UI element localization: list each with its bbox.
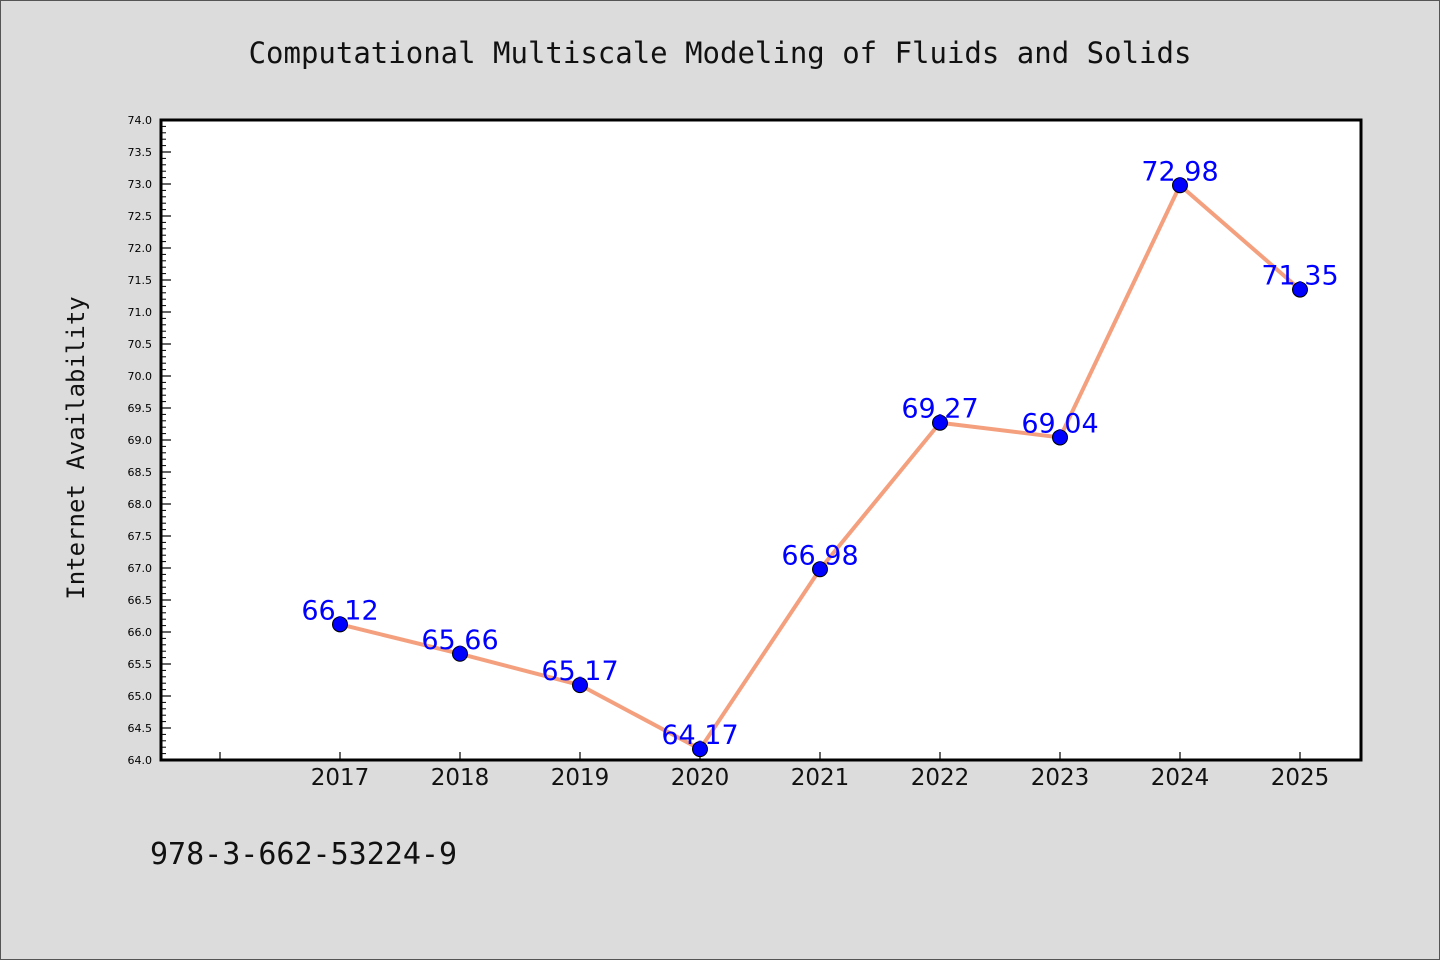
y-tick-label: 67.5 <box>128 530 153 543</box>
x-tick-label: 2020 <box>671 765 730 791</box>
footer-isbn: 978-3-662-53224-9 <box>150 837 457 872</box>
chart-title: Computational Multiscale Modeling of Flu… <box>249 36 1192 70</box>
y-tick-label: 74.0 <box>128 114 153 127</box>
data-label: 66.98 <box>781 540 858 571</box>
series-layer: 66.12 65.66 65.17 64.17 66.98 69.27 69.04 72.98… <box>301 156 1339 758</box>
y-tick-label: 65.5 <box>128 658 153 671</box>
y-tick-label: 66.0 <box>128 626 153 639</box>
data-label: 64.17 <box>661 720 738 751</box>
y-tick-label: 69.0 <box>128 434 153 447</box>
plot-area <box>159 118 1363 762</box>
x-tick-label: 2023 <box>1031 765 1090 791</box>
x-axis: 2017 2018 2019 2020 2021 2022 2023 2024 2025 <box>219 752 1330 791</box>
y-axis: 64.0 64.5 65.0 65.5 66.0 66.5 67.0 67.5 68.0 68.5… <box>128 114 171 767</box>
data-label: 66.12 <box>301 595 378 626</box>
y-tick-label: 64.0 <box>128 754 153 767</box>
y-tick-label: 64.5 <box>128 722 153 735</box>
y-tick-label: 71.5 <box>128 274 153 287</box>
data-label: 65.17 <box>541 656 618 687</box>
x-tick-label: 2017 <box>311 765 370 791</box>
y-tick-label: 70.0 <box>128 370 153 383</box>
x-tick-label: 2025 <box>1271 765 1330 791</box>
data-point-marker <box>812 561 828 578</box>
data-label: 69.04 <box>1021 408 1098 439</box>
y-tick-label: 70.5 <box>128 338 153 351</box>
data-point-marker <box>1172 177 1188 194</box>
x-tick-label: 2021 <box>791 765 850 791</box>
x-tick-label: 2024 <box>1151 765 1210 791</box>
y-tick-label: 69.5 <box>128 402 153 415</box>
y-tick-label: 71.0 <box>128 306 153 319</box>
data-point-marker <box>1052 429 1068 446</box>
data-label: 71.35 <box>1261 261 1338 292</box>
y-tick-label: 73.5 <box>128 146 153 159</box>
data-point-marker <box>332 616 348 633</box>
y-axis-label: Internet Availability <box>62 296 90 599</box>
y-tick-label: 66.5 <box>128 594 153 607</box>
y-tick-label: 72.0 <box>128 242 153 255</box>
data-point-marker <box>932 414 948 431</box>
y-tick-label: 72.5 <box>128 210 153 223</box>
y-tick-label: 73.0 <box>128 178 153 191</box>
data-point-marker <box>1292 281 1308 298</box>
y-tick-label: 68.5 <box>128 466 153 479</box>
y-tick-label: 65.0 <box>128 690 153 703</box>
data-label: 72.98 <box>1141 156 1218 187</box>
data-label: 69.27 <box>901 394 978 425</box>
data-point-marker <box>572 677 588 694</box>
data-label: 65.66 <box>421 625 498 656</box>
x-tick-label: 2022 <box>911 765 970 791</box>
data-point-marker <box>452 645 468 662</box>
y-tick-label: 67.0 <box>128 562 153 575</box>
y-tick-label: 68.0 <box>128 498 153 511</box>
data-point-marker <box>692 741 708 758</box>
x-tick-label: 2018 <box>431 765 490 791</box>
x-tick-label: 2019 <box>551 765 610 791</box>
